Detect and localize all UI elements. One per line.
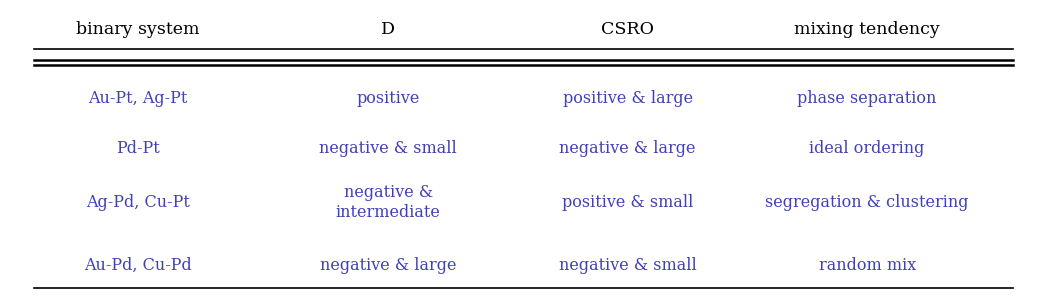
Text: Pd-Pt: Pd-Pt	[116, 140, 160, 157]
Text: phase separation: phase separation	[798, 91, 937, 108]
Text: mixing tendency: mixing tendency	[795, 20, 940, 37]
Text: negative & small: negative & small	[559, 257, 696, 274]
Text: Au-Pd, Cu-Pd: Au-Pd, Cu-Pd	[85, 257, 192, 274]
Text: Ag-Pd, Cu-Pt: Ag-Pd, Cu-Pt	[86, 194, 191, 211]
Text: Au-Pt, Ag-Pt: Au-Pt, Ag-Pt	[89, 91, 187, 108]
Text: random mix: random mix	[819, 257, 916, 274]
Text: D: D	[381, 20, 395, 37]
Text: negative &
intermediate: negative & intermediate	[336, 184, 441, 221]
Text: positive & small: positive & small	[562, 194, 693, 211]
Text: negative & small: negative & small	[319, 140, 456, 157]
Text: ideal ordering: ideal ordering	[809, 140, 925, 157]
Text: segregation & clustering: segregation & clustering	[765, 194, 968, 211]
Text: binary system: binary system	[76, 20, 200, 37]
Text: negative & large: negative & large	[320, 257, 456, 274]
Text: positive: positive	[356, 91, 420, 108]
Text: CSRO: CSRO	[601, 20, 654, 37]
Text: negative & large: negative & large	[559, 140, 696, 157]
Text: positive & large: positive & large	[562, 91, 693, 108]
